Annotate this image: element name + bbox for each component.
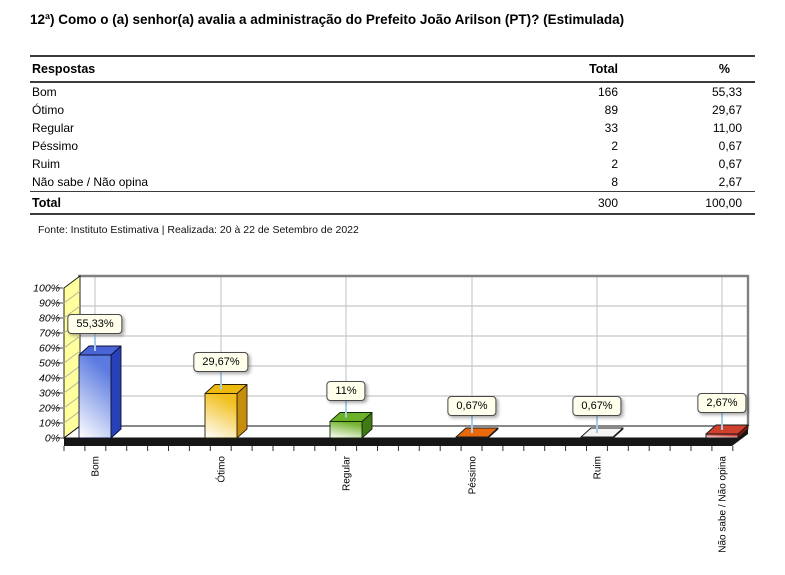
bar-face xyxy=(455,427,499,438)
x-axis-category-label: Ruim xyxy=(593,456,604,479)
x-axis-category-label: Não sabe / Não opina xyxy=(718,456,729,553)
wall-hatch xyxy=(63,290,81,304)
table-row: Regular 33 11,00 xyxy=(30,119,755,137)
wall-hatch xyxy=(63,380,81,394)
answer-cell: Ótimo xyxy=(32,103,65,117)
x-axis-category-label: Bom xyxy=(91,456,102,477)
bar-face xyxy=(705,433,739,439)
x-axis-category-label: Ótimo xyxy=(215,456,228,483)
bar-face xyxy=(110,345,122,439)
total-percent: 100,00 xyxy=(705,195,742,210)
percent-cell: 2,67 xyxy=(718,175,742,189)
table-body: Bom 166 55,33 Ótimo 89 29,67 Regular 33 11,00 Pés… xyxy=(30,83,755,191)
y-axis-label: 60% xyxy=(39,343,60,355)
wall-hatch xyxy=(63,410,81,424)
wall-hatch xyxy=(63,305,81,319)
bar-n-o-sabe-n-o-opina xyxy=(705,424,749,439)
x-axis-category-label: Regular xyxy=(342,455,353,491)
bar-face xyxy=(204,384,248,394)
y-axis-label: 10% xyxy=(39,418,60,430)
bar-bom xyxy=(78,345,122,439)
wall-hatch xyxy=(63,365,81,379)
answer-cell: Bom xyxy=(32,85,57,99)
column-header-total: Total xyxy=(589,62,618,76)
count-cell: 166 xyxy=(597,85,618,99)
y-axis-label: 20% xyxy=(38,403,60,415)
question-title: 12ª) Como o (a) senhor(a) avalia a admin… xyxy=(30,12,625,27)
y-axis-label: 100% xyxy=(33,283,60,295)
percent-cell: 0,67 xyxy=(718,157,742,171)
table-row: Bom 166 55,33 xyxy=(30,83,755,101)
value-label: 29,67% xyxy=(193,352,249,373)
bar-face xyxy=(705,424,749,435)
value-label: 0,67% xyxy=(447,395,497,416)
y-axis-label: 50% xyxy=(39,358,60,370)
wall-hatch xyxy=(63,335,81,349)
y-axis-label: 90% xyxy=(39,298,60,310)
y-axis-label: 0% xyxy=(45,433,60,445)
table-row: Ótimo 89 29,67 xyxy=(30,101,755,119)
answer-cell: Péssimo xyxy=(32,139,79,153)
total-count: 300 xyxy=(597,195,618,210)
bar-face xyxy=(580,427,624,438)
wall-hatch xyxy=(63,395,81,409)
count-cell: 33 xyxy=(604,121,618,135)
bar-face xyxy=(204,393,238,439)
answer-cell: Ruim xyxy=(32,157,61,171)
table-row: Ruim 2 0,67 xyxy=(30,155,755,173)
percent-cell: 0,67 xyxy=(718,139,742,153)
y-axis-label: 30% xyxy=(39,388,60,400)
y-axis-label: 70% xyxy=(39,328,60,340)
value-label: 2,67% xyxy=(697,392,747,413)
column-header-respostas: Respostas xyxy=(32,62,96,76)
wall-hatch xyxy=(63,350,81,364)
percent-cell: 11,00 xyxy=(712,121,742,135)
x-axis-category-label: Péssimo xyxy=(468,456,479,495)
bar-face xyxy=(329,412,373,422)
bar-face xyxy=(78,345,122,356)
bar-regular xyxy=(329,412,373,439)
bar--timo xyxy=(204,384,248,439)
bar-face xyxy=(78,354,112,439)
value-label: 11% xyxy=(326,380,366,401)
table-row: Péssimo 2 0,67 xyxy=(30,137,755,155)
percent-cell: 29,67 xyxy=(711,103,742,117)
percent-cell: 55,33 xyxy=(711,85,742,99)
y-axis-label: 40% xyxy=(39,373,60,385)
table-row: Não sabe / Não opina 8 2,67 xyxy=(30,173,755,191)
bar-ruim xyxy=(580,427,624,439)
table-header-row: Respostas Total % xyxy=(30,55,755,83)
count-cell: 8 xyxy=(611,175,618,189)
value-label: 0,67% xyxy=(572,395,622,416)
bar-face xyxy=(329,421,363,439)
source-note: Fonte: Instituto Estimativa | Realizada:… xyxy=(38,224,359,236)
answer-cell: Não sabe / Não opina xyxy=(32,175,149,189)
table-total-row: Total 300 100,00 xyxy=(30,191,755,215)
total-label: Total xyxy=(32,195,61,210)
column-header-percent: % xyxy=(718,62,730,76)
floor-front-face xyxy=(64,438,732,446)
results-table: Respostas Total % Bom 166 55,33 Ótimo 89 29,6… xyxy=(30,55,755,215)
floor-top xyxy=(62,425,750,439)
answer-cell: Regular xyxy=(32,121,75,135)
value-label: 55,33% xyxy=(67,314,123,334)
count-cell: 2 xyxy=(611,139,618,153)
count-cell: 2 xyxy=(611,157,618,171)
bar-p-ssimo xyxy=(455,427,499,439)
y-axis-label: 80% xyxy=(39,313,60,325)
count-cell: 89 xyxy=(604,103,618,117)
